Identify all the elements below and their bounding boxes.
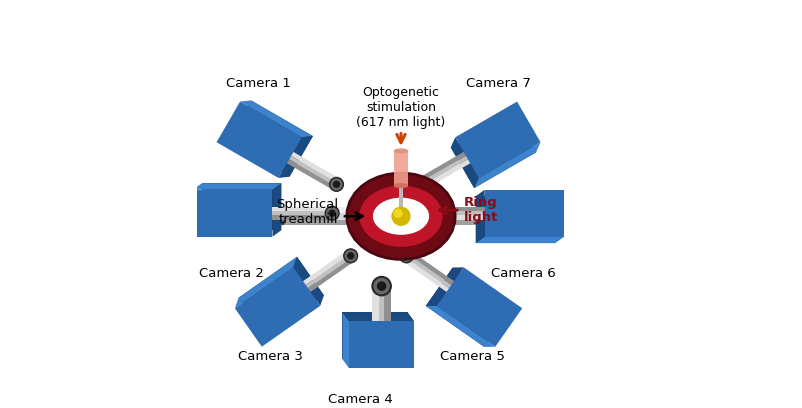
Polygon shape — [425, 215, 484, 220]
Polygon shape — [308, 257, 354, 292]
Ellipse shape — [517, 210, 521, 223]
Polygon shape — [235, 257, 297, 308]
Polygon shape — [484, 190, 564, 237]
Ellipse shape — [399, 184, 403, 187]
Polygon shape — [451, 137, 479, 188]
Circle shape — [374, 279, 389, 294]
Ellipse shape — [394, 183, 408, 188]
Polygon shape — [235, 267, 320, 347]
Polygon shape — [476, 237, 564, 243]
Polygon shape — [193, 190, 273, 237]
Polygon shape — [240, 100, 313, 137]
Polygon shape — [384, 286, 391, 322]
Circle shape — [422, 210, 428, 216]
Circle shape — [414, 177, 427, 191]
Polygon shape — [342, 313, 349, 368]
Polygon shape — [426, 267, 464, 306]
Polygon shape — [294, 257, 324, 306]
Polygon shape — [342, 313, 415, 322]
Circle shape — [346, 251, 356, 261]
Polygon shape — [273, 206, 332, 211]
Polygon shape — [426, 306, 496, 347]
Circle shape — [372, 277, 391, 296]
Ellipse shape — [281, 210, 285, 223]
Text: Camera 2: Camera 2 — [199, 267, 264, 280]
Polygon shape — [403, 257, 449, 292]
Polygon shape — [273, 215, 332, 220]
Polygon shape — [417, 152, 466, 183]
Polygon shape — [349, 322, 415, 368]
Text: Camera 6: Camera 6 — [491, 267, 556, 280]
Polygon shape — [399, 186, 403, 221]
Polygon shape — [379, 286, 384, 322]
Circle shape — [330, 177, 343, 191]
Circle shape — [348, 253, 354, 259]
Circle shape — [329, 210, 335, 216]
Polygon shape — [451, 112, 536, 188]
Polygon shape — [273, 183, 282, 237]
Polygon shape — [425, 206, 484, 211]
Circle shape — [326, 208, 338, 219]
Polygon shape — [290, 156, 338, 186]
Polygon shape — [291, 152, 340, 183]
Ellipse shape — [516, 207, 522, 225]
Polygon shape — [287, 159, 335, 190]
Polygon shape — [434, 207, 520, 213]
Text: Camera 4: Camera 4 — [328, 393, 392, 406]
Polygon shape — [342, 313, 407, 359]
Ellipse shape — [394, 149, 408, 153]
Polygon shape — [282, 220, 368, 225]
Polygon shape — [476, 190, 484, 243]
Circle shape — [334, 182, 339, 187]
Polygon shape — [282, 207, 368, 225]
Polygon shape — [476, 196, 555, 243]
Polygon shape — [437, 267, 522, 347]
Ellipse shape — [373, 198, 429, 235]
Text: Camera 5: Camera 5 — [439, 350, 504, 364]
Text: Camera 1: Camera 1 — [225, 77, 290, 90]
Text: Optogenetic
stimulation
(617 nm light): Optogenetic stimulation (617 nm light) — [356, 86, 446, 129]
Polygon shape — [434, 220, 520, 225]
Circle shape — [331, 179, 342, 190]
Polygon shape — [419, 156, 468, 186]
Circle shape — [344, 249, 358, 263]
Polygon shape — [217, 102, 302, 178]
Text: Spherical
treadmill: Spherical treadmill — [276, 198, 338, 226]
Polygon shape — [193, 183, 282, 190]
Text: Camera 3: Camera 3 — [238, 350, 302, 364]
Circle shape — [403, 253, 409, 259]
Polygon shape — [372, 286, 379, 322]
Text: Camera 7: Camera 7 — [466, 77, 531, 90]
Circle shape — [392, 207, 410, 225]
Polygon shape — [434, 207, 520, 225]
Text: Ring
light: Ring light — [464, 196, 498, 224]
Polygon shape — [425, 211, 484, 215]
Polygon shape — [422, 159, 470, 190]
Polygon shape — [278, 136, 313, 178]
Circle shape — [401, 251, 411, 261]
Polygon shape — [306, 254, 352, 288]
Polygon shape — [456, 102, 541, 178]
Circle shape — [415, 179, 426, 190]
Polygon shape — [228, 100, 313, 177]
Polygon shape — [394, 151, 408, 186]
Polygon shape — [238, 257, 324, 336]
Circle shape — [419, 208, 431, 219]
Polygon shape — [303, 251, 350, 285]
Polygon shape — [273, 211, 332, 215]
Polygon shape — [426, 268, 511, 347]
Circle shape — [418, 206, 431, 220]
Polygon shape — [407, 251, 454, 285]
Circle shape — [378, 282, 386, 290]
Circle shape — [418, 182, 423, 187]
Polygon shape — [202, 183, 282, 230]
Ellipse shape — [280, 207, 286, 225]
Circle shape — [326, 206, 339, 220]
Circle shape — [394, 209, 402, 217]
Circle shape — [399, 249, 413, 263]
Polygon shape — [405, 254, 452, 288]
Polygon shape — [282, 207, 368, 213]
Polygon shape — [474, 142, 541, 188]
